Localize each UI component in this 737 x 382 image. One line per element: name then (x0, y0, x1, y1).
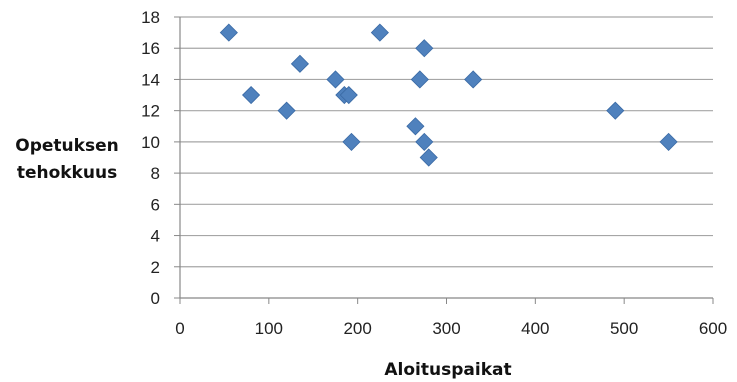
data-point (219, 23, 238, 42)
data-point (419, 148, 438, 167)
x-tick-label: 100 (255, 319, 283, 338)
y-tick-label: 12 (141, 102, 160, 121)
y-tick-label: 2 (151, 258, 160, 277)
x-tick-label: 400 (521, 319, 549, 338)
axes (174, 16, 714, 304)
data-point (406, 117, 425, 136)
data-point (290, 54, 309, 73)
data-point (342, 132, 361, 151)
data-points (219, 23, 678, 167)
x-tick-label: 0 (175, 319, 184, 338)
y-tick-label: 16 (141, 39, 160, 58)
y-tick-label: 6 (151, 195, 160, 214)
x-tick-label: 200 (343, 319, 371, 338)
data-point (242, 85, 261, 105)
y-tick-label: 4 (151, 227, 160, 246)
x-tick-labels: 0 100 200 300 400 500 600 (175, 319, 727, 338)
data-point (659, 132, 678, 151)
y-tick-label: 18 (141, 8, 160, 27)
x-tick-label: 600 (699, 319, 727, 338)
y-tick-labels: 0 2 4 6 8 10 12 14 16 18 (141, 8, 160, 308)
data-point (606, 101, 625, 120)
data-point (464, 70, 483, 89)
x-tick-label: 500 (610, 319, 638, 338)
x-tick-label: 300 (432, 319, 460, 338)
data-point (277, 101, 296, 120)
data-point (410, 70, 429, 89)
y-axis-title-line-1: Opetuksen (15, 136, 118, 156)
data-point (326, 70, 345, 89)
y-tick-label: 14 (141, 70, 160, 89)
y-axis-title-line-2: tehokkuus (17, 163, 117, 183)
data-point (415, 132, 434, 151)
data-point (339, 85, 358, 105)
y-tick-label: 0 (151, 289, 160, 308)
grid-lines (180, 16, 713, 268)
x-axis-title: Aloituspaikat (384, 360, 511, 380)
data-point (370, 23, 389, 42)
data-point (415, 39, 434, 58)
y-tick-label: 8 (151, 164, 160, 183)
y-tick-label: 10 (141, 133, 160, 152)
